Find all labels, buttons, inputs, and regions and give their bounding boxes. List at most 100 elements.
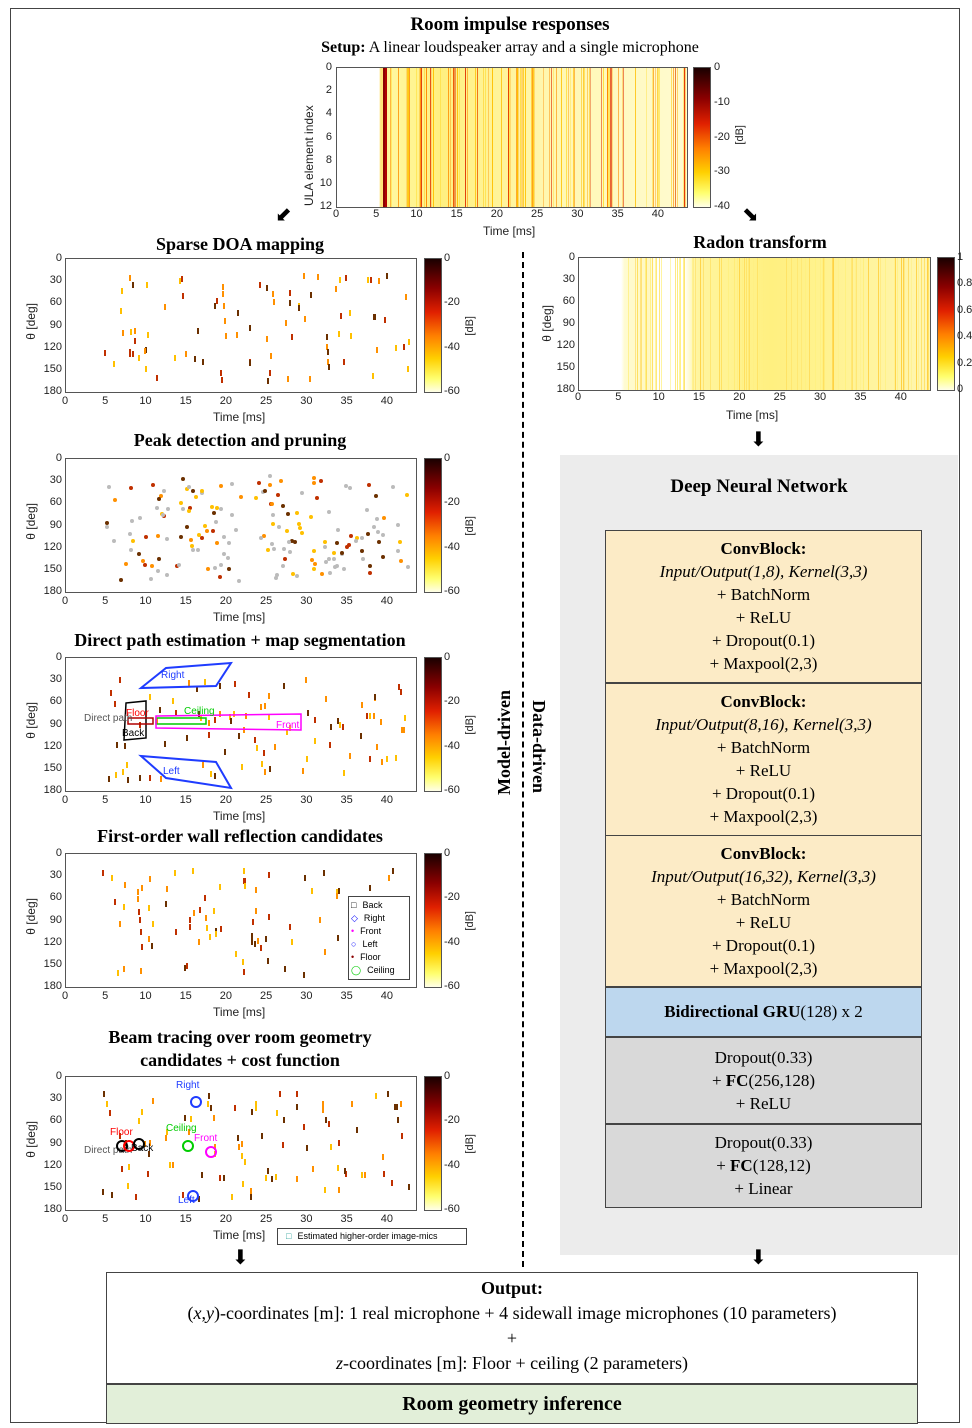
heat-streak [908, 258, 910, 390]
peak-marker [187, 484, 192, 489]
image-mic-circle [133, 1138, 145, 1150]
heat-streak [431, 68, 432, 207]
doa-mark [275, 1109, 278, 1116]
top-colorbar [693, 67, 711, 208]
doa-mark [401, 727, 404, 733]
tick-label: 5 [102, 990, 109, 1002]
doa-mark [337, 717, 340, 724]
heat-streak [911, 258, 913, 390]
doa-mark [269, 766, 272, 773]
doa-mark [178, 277, 181, 284]
doa-mark [267, 1168, 270, 1175]
peak-marker [199, 488, 204, 493]
peak-marker [273, 575, 278, 580]
tick-label: 40 [651, 208, 664, 220]
tick-label: 60 [49, 695, 62, 708]
peak-marker [326, 509, 331, 514]
doa-mark [105, 1101, 108, 1108]
doa-mark [131, 351, 134, 358]
heat-streak [655, 258, 657, 390]
doa-mark [302, 767, 305, 774]
xticks: 0 5 10 15 20 25 30 35 40 [62, 1213, 415, 1227]
doa-mark [265, 285, 268, 292]
arrow-down-left-icon: ⬋ [275, 204, 292, 226]
peak-marker [294, 574, 299, 579]
tick-label: 25 [531, 208, 544, 220]
setup-text: A linear loudspeaker array and a single … [365, 39, 699, 56]
doa-mark [219, 925, 222, 932]
doa-mark [235, 950, 238, 957]
convblock-head: ConvBlock: [720, 539, 807, 558]
heat-streak [588, 68, 590, 207]
heat-streak [509, 68, 511, 207]
heat-streak [748, 258, 750, 390]
peak-marker [380, 554, 385, 559]
doa-mark [224, 318, 227, 325]
peak-marker [254, 496, 259, 501]
yticks: 0 30 60 90 120 150 180 [40, 1070, 62, 1215]
heat-streak [516, 68, 518, 207]
heat-streak [646, 258, 648, 390]
doa-mark [403, 344, 406, 351]
heat-streak [476, 68, 478, 207]
colorbar [424, 258, 442, 393]
tick-label: 10 [139, 1213, 152, 1225]
doa-mark [338, 1139, 341, 1146]
tick-label: 120 [43, 540, 62, 553]
heat-streak [837, 258, 839, 390]
doa-mark [282, 1116, 285, 1123]
heat-streak [574, 68, 576, 207]
doa-map-p4: □ Back ◇ Right • Front ○ Left • Floor ◯ Ceiling [65, 853, 417, 988]
doa-mark [359, 732, 362, 739]
heat-streak [744, 258, 746, 390]
doa-mark [120, 307, 123, 314]
heat-streak [586, 68, 588, 207]
doa-mark [303, 874, 306, 881]
segment-label-back: Back [122, 728, 145, 739]
peak-marker [191, 548, 196, 553]
doa-mark [149, 774, 152, 781]
doa-map-p5: Right Floor Ceiling Front Direct path Back Lef… [65, 1076, 417, 1211]
tick-label: 120 [43, 340, 62, 353]
doa-mark [110, 1191, 113, 1198]
doa-mark [341, 724, 344, 731]
doa-mark [272, 291, 275, 298]
peak-marker [137, 552, 142, 557]
tick-label: 35 [340, 794, 353, 806]
convblock-batchnorm: + BatchNorm [716, 738, 811, 757]
peak-marker [179, 501, 184, 506]
radon-heatmap [578, 257, 931, 391]
tick-label: 15 [692, 391, 706, 403]
doa-mark [282, 683, 285, 690]
peak-marker [284, 528, 289, 533]
doa-mark [120, 1165, 123, 1172]
colorbar [424, 458, 442, 593]
doa-mark [205, 915, 208, 922]
doa-mark [101, 1188, 104, 1195]
doa-mark [221, 283, 224, 290]
peak-marker [194, 494, 199, 499]
doa-mark [270, 352, 273, 359]
cbar-tick: -40 [444, 340, 460, 353]
peak-marker [287, 539, 292, 544]
doa-mark [274, 1173, 277, 1180]
doa-mark [394, 754, 397, 761]
peak-marker [222, 552, 227, 557]
peak-marker [405, 565, 410, 570]
fc2-dropout: Dropout(0.33) [714, 1133, 813, 1152]
doa-mark [163, 740, 166, 747]
heat-streak [644, 258, 646, 390]
tick-label: 30 [300, 595, 313, 607]
heat-streak [894, 258, 896, 390]
doa-mark [232, 711, 235, 718]
peak-marker [368, 563, 373, 568]
tick-label: 5 [373, 208, 380, 220]
panel-ylabel: θ [deg] [24, 898, 38, 935]
tick-label: 120 [43, 739, 62, 752]
peak-marker [272, 547, 277, 552]
heat-streak [645, 68, 647, 207]
doa-mark [216, 297, 219, 304]
peak-marker [211, 510, 216, 515]
peak-marker [160, 513, 165, 518]
doa-mark [145, 346, 148, 353]
